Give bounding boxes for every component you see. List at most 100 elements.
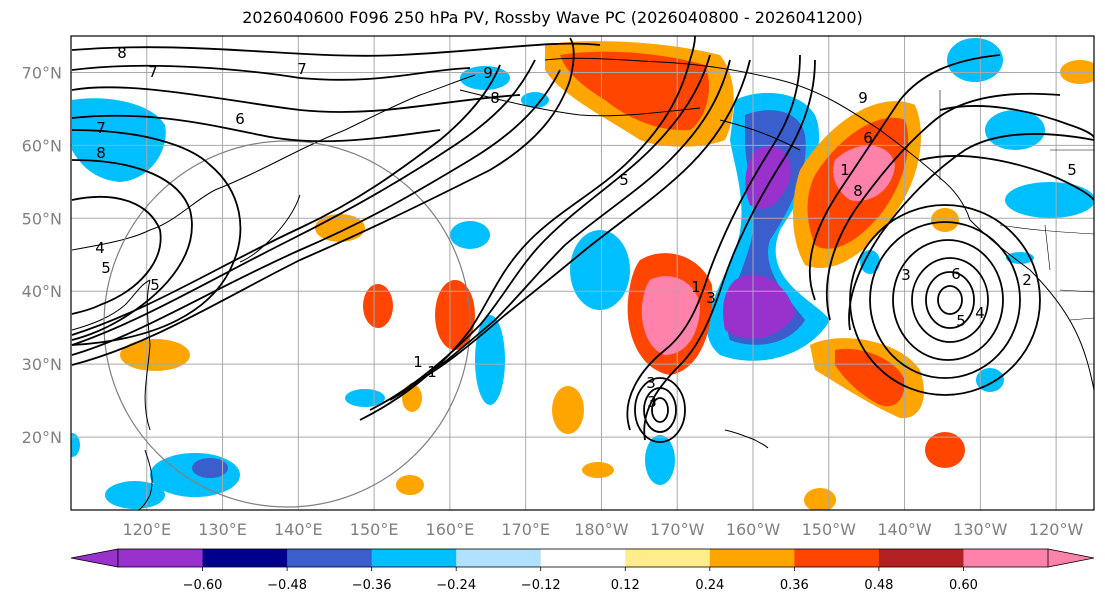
pv-contour-label: 5	[956, 312, 966, 330]
pv-contour	[71, 69, 561, 356]
pv-contour	[71, 114, 441, 143]
lon-tick-label: 180°W	[574, 520, 629, 539]
pv-contour	[71, 59, 536, 346]
pv-contour-label: 9	[858, 89, 868, 107]
colorbar-swatch	[371, 549, 457, 567]
colorbar-swatch	[287, 549, 373, 567]
pv-contour-label: 1	[427, 363, 437, 381]
pv-positive-region	[435, 280, 475, 350]
page-title: 2026040600 F096 250 hPa PV, Rossby Wave …	[242, 8, 863, 27]
colorbar-tick-label: −0.12	[521, 578, 561, 593]
pv-contour-label: 6	[863, 129, 873, 147]
pv-contour-label: 1	[840, 161, 850, 179]
pv-contour-label: 8	[853, 182, 863, 200]
lon-tick-label: 120°E	[122, 520, 171, 539]
colorbar-swatch	[456, 549, 542, 567]
pv-negative-region	[521, 92, 549, 108]
pv-contour-label: 7	[96, 119, 106, 137]
pv-contour-label: 8	[96, 144, 106, 162]
pv-contour-label: 6	[235, 110, 245, 128]
colorbar-swatch	[963, 549, 1049, 567]
colorbar-tick-label: −0.36	[352, 578, 392, 593]
colorbar-tick-label: 0.36	[780, 578, 809, 593]
pv-contour-label: 3	[706, 289, 716, 307]
pv-contour-label: 8	[117, 44, 127, 62]
pv-contour-label: 3	[646, 374, 656, 392]
colorbar-tick-label: 0.60	[949, 578, 978, 593]
colorbar-tick-label: −0.60	[183, 578, 223, 593]
lon-tick-label: 130°W	[953, 520, 1008, 539]
colorbar-swatch	[878, 549, 964, 567]
pv-negative-region	[1006, 252, 1034, 264]
pv-contour	[892, 239, 1004, 361]
pv-negative-region	[105, 481, 165, 509]
pv-contour	[71, 129, 242, 346]
colorbar-under-arrow	[70, 548, 119, 568]
pv-contour	[919, 155, 1094, 201]
pv-positive-peak	[833, 145, 895, 201]
pv-negative-region	[985, 110, 1045, 150]
pv-contour	[651, 397, 669, 423]
pv-contours	[71, 36, 1094, 443]
pv-contour-label: 3	[647, 393, 657, 411]
colorbar-swatch	[540, 549, 626, 567]
lon-tick-label: 160°E	[426, 520, 475, 539]
pv-positive-region	[582, 462, 614, 478]
map-frame	[70, 35, 1095, 511]
colorbar-tick-label: 0.48	[864, 578, 893, 593]
lat-tick-label: 20°N	[22, 428, 62, 447]
lon-tick-label: 140°W	[877, 520, 932, 539]
pv-contour	[369, 54, 711, 411]
coast-japan	[239, 194, 301, 263]
colorbar-swatch	[202, 549, 288, 567]
pv-contour-label: 5	[1067, 161, 1077, 179]
pv-contour	[389, 59, 731, 401]
pv-contour-label: 9	[483, 64, 493, 82]
latitude-axis: 70°N 60°N 50°N 40°N 30°N 20°N	[22, 63, 62, 447]
lon-tick-label: 160°W	[726, 520, 781, 539]
pv-negative-region	[345, 389, 385, 407]
lat-tick-label: 70°N	[22, 63, 62, 82]
lat-tick-label: 60°N	[22, 136, 62, 155]
pv-contour-label: 1	[691, 278, 701, 296]
pv-contour	[71, 196, 162, 315]
colorbar-tick-label: 0.12	[611, 578, 640, 593]
lat-tick-label: 50°N	[22, 209, 62, 228]
pv-contour-label: 4	[975, 304, 985, 322]
pv-contour	[634, 377, 686, 443]
pv-contour-label: 2	[1022, 271, 1032, 289]
pv-positive-region	[396, 475, 424, 495]
pv-contour	[911, 257, 989, 343]
lon-tick-label: 150°W	[802, 520, 857, 539]
lat-tick-label: 40°N	[22, 282, 62, 301]
colorbar-swatch	[709, 549, 795, 567]
pv-negative-deep	[745, 146, 791, 209]
pv-positive-core	[835, 348, 905, 407]
coast-philippines	[137, 449, 153, 510]
lon-tick-label: 140°E	[274, 520, 323, 539]
pv-contour	[409, 59, 751, 386]
colorbar-tick-label: −0.24	[436, 578, 476, 593]
pv-contour	[937, 285, 963, 315]
pv-contour-label: 8	[490, 89, 500, 107]
pv-contour-label: 6	[951, 265, 961, 283]
colorbar-over-arrow	[1047, 548, 1095, 568]
pv-contour	[848, 133, 1094, 331]
pv-contour	[71, 64, 471, 81]
coast-kuril-aleutian	[459, 89, 801, 151]
pv-contour	[71, 37, 575, 366]
pv-contour	[849, 204, 1041, 396]
colorbar-tick-label: −0.48	[267, 578, 307, 593]
pv-positive-region	[931, 208, 959, 232]
pv-contour	[643, 59, 816, 441]
pv-positive-region	[363, 284, 393, 328]
colorbar-frame	[117, 548, 1049, 568]
pv-negative-region	[860, 250, 880, 274]
pv-contour	[939, 105, 1094, 139]
pv-negative-region	[450, 221, 490, 249]
pv-negative-region	[947, 38, 1003, 82]
pv-contour-label: 5	[101, 259, 111, 277]
coast-korea-china	[71, 279, 151, 431]
